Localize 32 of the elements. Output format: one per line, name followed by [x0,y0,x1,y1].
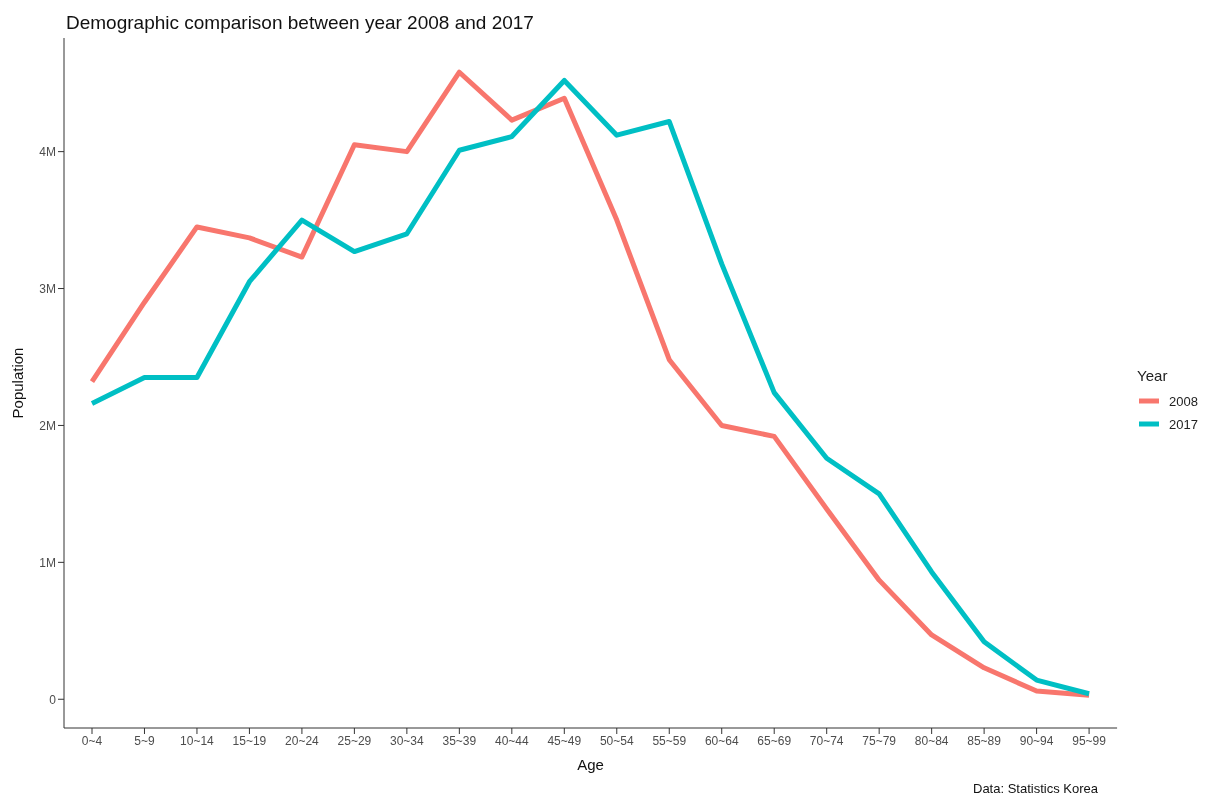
x-tick-label: 90~94 [1019,733,1054,748]
x-tick-label: 80~84 [914,733,949,748]
y-tick-label: 4M [39,144,56,159]
x-tick-label: 65~69 [757,733,792,748]
x-tick-label: 5~9 [134,733,155,748]
x-tick-label: 85~89 [967,733,1002,748]
legend-label: 2017 [1169,416,1198,432]
y-tick-label: 1M [39,555,56,570]
x-tick-label: 60~64 [704,733,739,748]
x-tick-label: 15~19 [232,733,267,748]
x-tick-label: 50~54 [599,733,634,748]
x-tick-label: 30~34 [390,733,425,748]
x-tick-label: 55~59 [652,733,687,748]
chart-title: Demographic comparison between year 2008 and 2017 [66,12,534,34]
legend-label: 2008 [1169,393,1198,409]
x-tick-label: 10~14 [180,733,215,748]
y-axis-title: Population [9,347,27,419]
x-tick-label: 20~24 [285,733,320,748]
text: Data: Statistics Korea [973,781,1098,796]
x-axis-title: Age [577,756,604,773]
y-tick-label: 2M [39,418,56,433]
y-tick-label: 3M [39,281,56,296]
x-tick-label: 0~4 [81,733,103,748]
legend-title: Year [1137,366,1169,384]
x-tick-label: 75~79 [862,733,897,748]
x-tick-label: 95~99 [1072,733,1107,748]
x-tick-label: 35~39 [442,733,477,748]
x-tick-label: 40~44 [494,733,529,748]
x-tick-label: 70~74 [809,733,844,748]
y-tick-label: 0 [49,692,57,707]
x-tick-label: 25~29 [337,733,372,748]
x-tick-label: 45~49 [547,733,582,748]
